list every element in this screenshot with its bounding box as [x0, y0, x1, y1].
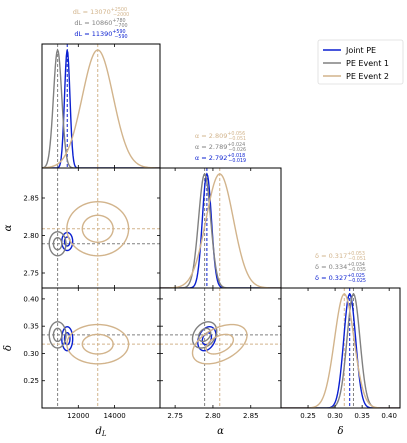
y-tick-label-alpha: 2.75	[23, 270, 39, 278]
joint-alpha-delta-panel	[160, 288, 281, 408]
title-main: dL = 10860	[74, 19, 112, 27]
contour-1sigma	[81, 333, 114, 355]
title-lower-error: −0.051	[348, 256, 366, 262]
title-upper-error: +0.018	[227, 153, 245, 159]
title-lower-error: −0.025	[348, 278, 366, 284]
marginal-curve-alpha	[160, 173, 281, 288]
contour-2sigma	[48, 321, 67, 349]
contour-2sigma	[191, 321, 218, 349]
x-tick-label-alpha: 2.85	[243, 412, 259, 420]
title-main: α = 2.809	[195, 132, 227, 140]
legend: Joint PE PE Event 1 PE Event 2	[317, 39, 404, 85]
marginal-alpha-panel	[160, 168, 281, 288]
joint-dL-alpha-frame	[41, 167, 161, 289]
contour-1sigma	[52, 237, 63, 251]
joint-dL-alpha-panel	[42, 168, 160, 288]
contour-1sigma	[81, 214, 114, 243]
x-tick-label-delta: 0.40	[381, 412, 397, 420]
title-lower-error: −590	[114, 34, 127, 40]
marginal-curve-alpha	[160, 172, 281, 288]
title-upper-error: +0.034	[347, 262, 365, 268]
y-tick-label-delta: 0.35	[23, 323, 39, 331]
title-lower-error: −0.019	[228, 158, 246, 164]
legend-label: Joint PE	[345, 46, 376, 55]
joint-dL-delta-panel	[42, 288, 160, 408]
title-alpha: α = 2.792+0.018 −0.019	[195, 153, 246, 164]
x-axis-label-subscript: L	[101, 430, 107, 438]
legend-label: PE Event 1	[346, 59, 389, 68]
title-main: δ = 0.327	[315, 274, 347, 282]
marginal-dL-panel	[42, 44, 160, 168]
legend-label: PE Event 2	[346, 72, 389, 81]
y-tick-label-delta: 0.30	[23, 350, 39, 358]
title-main: dL = 11390	[74, 30, 112, 38]
contour-1sigma	[63, 332, 71, 346]
x-tick-label-delta: 0.25	[300, 412, 316, 420]
y-tick-label-alpha: 2.80	[23, 232, 39, 240]
marginal-curve-alpha	[160, 172, 281, 288]
y-axis-label-delta: δ	[3, 345, 14, 351]
marginal-curve-dL	[42, 49, 160, 168]
title-upper-error: +0.056	[227, 131, 245, 137]
title-upper-error: +590	[112, 29, 125, 35]
marginal-curve-delta	[281, 293, 400, 408]
x-tick-label-alpha: 2.80	[205, 412, 221, 420]
title-main: α = 2.792	[195, 154, 227, 162]
title-delta: δ = 0.334+0.034 −0.035	[315, 262, 366, 273]
x-tick-label-delta: 0.35	[354, 412, 370, 420]
title-upper-error: +0.025	[347, 273, 365, 279]
title-dL: dL = 11390+590 −590	[74, 29, 127, 40]
title-main: δ = 0.317	[315, 252, 347, 260]
x-tick-label-delta: 0.30	[327, 412, 343, 420]
marginal-alpha-frame	[159, 167, 282, 289]
marginal-delta-panel	[281, 288, 400, 408]
contour-1sigma	[205, 333, 235, 355]
x-tick-label-dL: 12000	[67, 412, 89, 420]
x-axis-label-alpha: α	[217, 426, 224, 437]
contour-2sigma	[61, 326, 74, 352]
title-upper-error: +0.053	[347, 251, 365, 257]
marginal-curve-delta	[281, 293, 400, 408]
x-tick-label-alpha: 2.75	[167, 412, 183, 420]
legend-box	[317, 39, 404, 85]
y-tick-label-delta: 0.25	[23, 377, 39, 385]
title-main: α = 2.789	[195, 143, 227, 151]
title-upper-error: +0.024	[227, 142, 245, 148]
x-tick-label-dL: 14000	[103, 412, 125, 420]
contour-1sigma	[52, 327, 63, 343]
title-alpha: α = 2.809+0.056 −0.051	[195, 131, 246, 142]
title-delta: δ = 0.327+0.025 −0.025	[315, 273, 366, 284]
contour-1sigma	[197, 327, 212, 343]
x-axis-label-delta: δ	[337, 426, 343, 437]
y-axis-label-alpha: α	[3, 224, 14, 231]
title-lower-error: −700	[114, 23, 127, 29]
title-main: δ = 0.334	[315, 263, 347, 271]
contour-2sigma	[48, 231, 67, 257]
joint-alpha-delta-frame	[159, 287, 282, 409]
title-delta: δ = 0.317+0.053 −0.051	[315, 251, 366, 262]
title-upper-error: +2500	[111, 7, 127, 13]
title-main: dL = 13070	[73, 8, 111, 16]
marginal-curve-dL	[42, 49, 160, 168]
x-axis-label-dL: dL	[95, 426, 106, 438]
title-lower-error: −0.051	[228, 136, 246, 142]
contour-2sigma	[66, 323, 130, 365]
title-dL: dL = 13070+2500 −2000	[73, 7, 129, 18]
title-lower-error: −0.035	[348, 267, 366, 273]
marginal-curve-dL	[42, 48, 160, 168]
contour-2sigma	[191, 323, 248, 365]
title-alpha: α = 2.789+0.024 −0.026	[195, 142, 246, 153]
title-dL: dL = 10860+780 −700	[74, 18, 127, 29]
y-tick-label-alpha: 2.85	[23, 195, 39, 203]
title-lower-error: −0.026	[228, 147, 246, 153]
contour-2sigma	[66, 201, 130, 257]
title-upper-error: +780	[112, 18, 125, 24]
y-tick-label-delta: 0.40	[23, 295, 39, 303]
title-lower-error: −2000	[113, 12, 129, 18]
